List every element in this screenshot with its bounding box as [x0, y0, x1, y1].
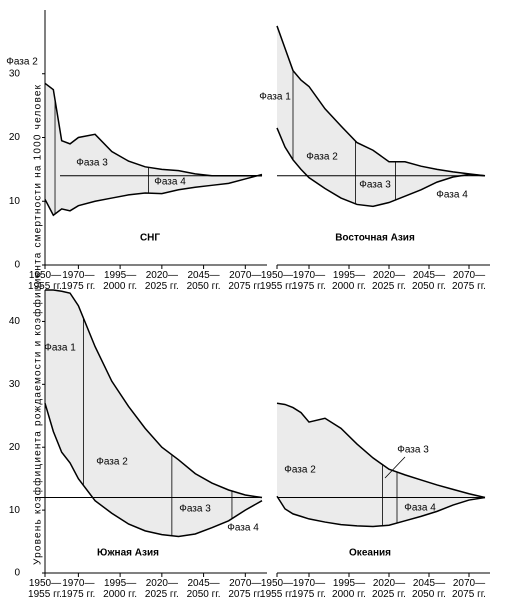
panel-title: СНГ: [140, 233, 160, 244]
range-fill: [277, 403, 485, 527]
range-fill: [45, 83, 262, 216]
phase-label: Фаза 2: [284, 465, 316, 476]
x-tick-label: 1970— 1975 гг.: [61, 270, 96, 292]
x-tick-label: 1995— 2000 гг.: [103, 578, 138, 600]
phase-label: Фаза 3: [359, 180, 391, 191]
panel-title: Восточная Азия: [335, 233, 415, 244]
y-tick-label: 0: [14, 568, 20, 579]
phase-label: Фаза 3: [179, 504, 211, 515]
x-tick-label: 1950— 1955 гг.: [28, 270, 62, 292]
x-tick-label: 1995— 2000 гг.: [332, 578, 366, 600]
phase-label: Фаза 2: [306, 152, 338, 163]
phase-label: Фаза 4: [154, 177, 186, 188]
x-tick-label: 2045— 2050 гг.: [186, 270, 221, 292]
panel-title: Южная Азия: [97, 548, 159, 559]
x-tick-label: 2070— 2075 гг.: [228, 270, 263, 292]
series-line: [44, 173, 263, 217]
x-tick-label: 2020— 2025 гг.: [372, 270, 406, 292]
x-tick-label: 2020— 2025 гг.: [372, 578, 406, 600]
y-tick-label: 20: [9, 132, 21, 143]
series-line: [44, 402, 263, 538]
phase-label: Фаза 2: [6, 57, 38, 68]
phase-label: Фаза 3: [397, 445, 429, 456]
x-tick-label: 2045— 2050 гг.: [412, 578, 446, 600]
x-tick-label: 2070— 2075 гг.: [452, 270, 486, 292]
series-line: [44, 82, 262, 177]
phase-label: Фаза 4: [227, 523, 259, 534]
x-tick-label: 2020— 2025 гг.: [144, 270, 179, 292]
range-fill: [277, 25, 485, 207]
x-tick-label: 1950— 1955 гг.: [260, 578, 294, 600]
x-tick-label: 1995— 2000 гг.: [103, 270, 138, 292]
phase-label: Фаза 4: [404, 503, 436, 514]
y-tick-label: 10: [9, 505, 21, 516]
x-tick-label: 1970— 1975 гг.: [61, 578, 96, 600]
series-line: [276, 25, 486, 177]
x-tick-label: 2020— 2025 гг.: [144, 578, 179, 600]
x-tick-label: 2070— 2075 гг.: [228, 578, 263, 600]
y-axis-label: Уровень коэффициента рождаемости и коэфф…: [32, 84, 44, 565]
x-tick-label: 2045— 2050 гг.: [412, 270, 446, 292]
range-fill: [45, 290, 262, 537]
y-tick-label: 30: [9, 68, 21, 79]
x-tick-label: 1970— 1975 гг.: [292, 578, 326, 600]
y-tick-label: 0: [14, 260, 20, 271]
y-tick-label: 20: [9, 442, 21, 453]
series-line: [276, 127, 486, 208]
y-tick-label: 30: [9, 379, 21, 390]
x-tick-label: 1950— 1955 гг.: [260, 270, 294, 292]
x-tick-label: 1970— 1975 гг.: [292, 270, 326, 292]
phase-label: Фаза 2: [96, 457, 128, 468]
phase-label: Фаза 4: [436, 190, 468, 201]
panel-title: Океания: [349, 548, 391, 559]
phase-label: Фаза 1: [44, 343, 76, 354]
x-tick-label: 2070— 2075 гг.: [452, 578, 486, 600]
series-line: [45, 289, 263, 499]
series-line: [276, 402, 486, 499]
x-tick-label: 1995— 2000 гг.: [332, 270, 366, 292]
x-tick-label: 2045— 2050 гг.: [186, 578, 221, 600]
y-tick-label: 40: [9, 316, 21, 327]
y-tick-label: 10: [9, 196, 21, 207]
x-tick-label: 1950— 1955 гг.: [28, 578, 62, 600]
series-line: [276, 495, 486, 528]
phase-label: Фаза 3: [76, 158, 108, 169]
annotation-leader: [384, 456, 406, 479]
phase-label: Фаза 1: [259, 92, 291, 103]
